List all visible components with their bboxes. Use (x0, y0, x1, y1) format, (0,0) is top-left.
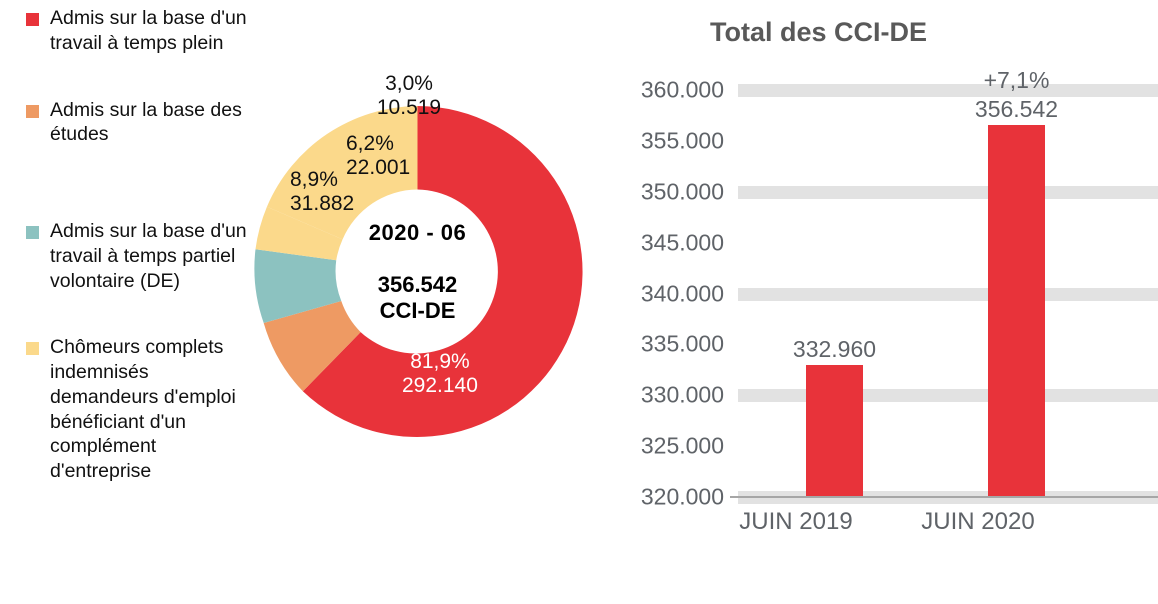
donut-label-temps-partiel: 6,2% 22.001 (346, 132, 410, 180)
donut-label-temps-partiel-pct: 6,2% (346, 132, 394, 155)
x-tick-label-juin-2020: JUIN 2020 (921, 508, 1035, 535)
legend-item-temps-plein[interactable]: Admis sur la base d'un travail à temps p… (22, 6, 262, 56)
bar-value-label-2020: 356.542 (974, 96, 1059, 122)
legend-item-temps-partiel[interactable]: Admis sur la base d'un travail à temps p… (22, 219, 262, 293)
donut-label-etudes-pct: 8,9% (290, 168, 338, 191)
donut-label-chomeurs-value: 10.519 (376, 96, 442, 120)
bar-chart-plot-area: 332.960 356.542 +7,1% (738, 67, 1158, 504)
donut-label-chomeurs-pct: 3,0% (385, 72, 433, 95)
donut-chart: 2020 - 06 356.542 CCI-DE 81,9% 292.140 8… (252, 72, 583, 437)
y-tick-label: 330.000 (640, 381, 724, 408)
donut-slice-etudes[interactable] (263, 301, 361, 392)
donut-label-temps-plein-pct: 81,9% (410, 350, 470, 373)
y-tick-label: 355.000 (640, 127, 724, 154)
donut-legend: Admis sur la base d'un travail à temps p… (22, 6, 262, 510)
donut-slice-temps-partiel[interactable] (254, 249, 342, 323)
y-tick-label: 320.000 (640, 483, 724, 510)
x-axis-line (730, 496, 1158, 498)
donut-label-chomeurs-complets: 3,0% 10.519 (362, 72, 456, 120)
bar-chart-title: Total des CCI-DE (710, 17, 928, 47)
square-swatch-icon (26, 342, 39, 356)
bar-juin-2020[interactable] (988, 125, 1045, 497)
y-tick-label: 360.000 (640, 76, 724, 103)
donut-slice-chomeurs-complets[interactable] (255, 206, 343, 261)
bar-juin-2019[interactable] (806, 365, 863, 497)
y-tick-label: 325.000 (640, 432, 724, 459)
legend-item-chomeurs-complets[interactable]: Chômeurs complets indemnisés demandeurs … (22, 335, 262, 484)
legend-item-label: Admis sur la base d'un travail à temps p… (50, 220, 247, 292)
donut-slice-temps-plein[interactable] (302, 106, 583, 437)
bar-value-label-2019: 332.960 (792, 336, 877, 362)
legend-item-etudes[interactable]: Admis sur la base des études (22, 98, 262, 148)
donut-label-temps-plein: 81,9% 292.140 (402, 350, 478, 398)
square-swatch-icon (26, 226, 39, 239)
grid-band (738, 287, 1158, 301)
legend-item-label: Admis sur la base d'un travail à temps p… (50, 7, 247, 54)
donut-label-temps-partiel-value: 22.001 (346, 156, 411, 180)
grid-band (738, 389, 1158, 403)
y-tick-label: 350.000 (640, 178, 724, 205)
square-swatch-icon (26, 13, 39, 26)
legend-item-label: Chômeurs complets indemnisés demandeurs … (50, 336, 236, 482)
y-tick-label: 335.000 (640, 330, 724, 357)
grid-band (738, 185, 1158, 199)
grid-band (738, 84, 1158, 97)
y-tick-label: 345.000 (640, 229, 724, 256)
donut-label-etudes-value: 31.882 (290, 192, 355, 216)
legend-item-label: Admis sur la base des études (50, 98, 242, 146)
donut-label-temps-plein-value: 292.140 (402, 374, 478, 398)
x-tick-label-juin-2019: JUIN 2019 (739, 508, 853, 535)
donut-slice-chomeurs-complets-tip[interactable] (266, 106, 418, 240)
bar-delta-label-2020: +7,1% (983, 67, 1050, 93)
bar-chart-y-axis: 360.000 355.000 350.000 345.000 340.000 … (600, 77, 730, 510)
donut-label-etudes: 8,9% 31.882 (290, 168, 354, 216)
bar-chart: Total des CCI-DE 360.000 355.000 350.000… (600, 0, 1158, 604)
square-swatch-icon (26, 104, 39, 118)
y-tick-label: 340.000 (640, 280, 724, 306)
donut-chart-svg (254, 106, 583, 437)
